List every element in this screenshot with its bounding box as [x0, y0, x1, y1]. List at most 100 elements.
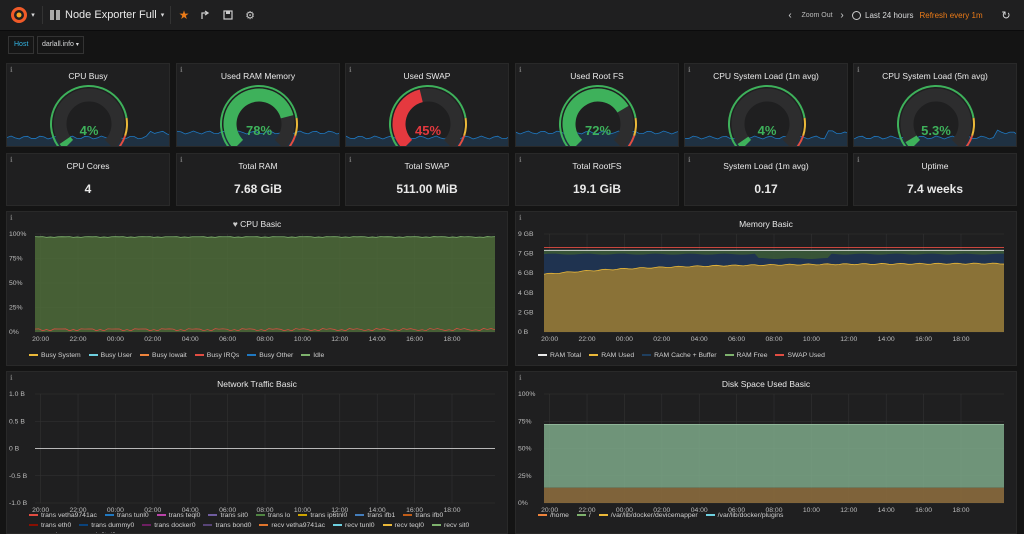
legend-item[interactable]: RAM Total	[538, 351, 581, 361]
legend-item[interactable]: trans lo	[256, 511, 290, 521]
x-tick-label: 20:00	[541, 507, 558, 514]
legend-swatch	[29, 524, 38, 527]
panel-info-icon: ℹ	[10, 157, 13, 164]
legend-item[interactable]: trans teql0	[156, 511, 200, 521]
star-dashboard-button[interactable]: ★	[174, 4, 194, 26]
panel-info-icon: ℹ	[519, 67, 522, 74]
refresh-interval-label: Refresh every 1m	[919, 10, 983, 20]
legend-item[interactable]: trans dummy0	[79, 521, 134, 531]
sparkline-line	[346, 135, 508, 140]
legend-item[interactable]: recv ip6tnl0	[69, 531, 116, 533]
legend-item[interactable]: Busy Other	[247, 351, 293, 361]
legend-item[interactable]: trans ifb0	[403, 511, 443, 521]
stat-title: System Load (1m avg)	[723, 161, 809, 171]
legend-label: SWAP Used	[787, 352, 825, 359]
x-tick-label: 20:00	[541, 336, 558, 343]
grafana-logo-menu[interactable]: ▾	[4, 4, 40, 26]
legend-swatch	[598, 514, 608, 517]
gauge-graphic[interactable]: 45%	[346, 80, 509, 147]
legend-item[interactable]: trans ip6tnl0	[298, 511, 347, 521]
legend-swatch	[301, 354, 311, 357]
chevron-right-icon: ›	[840, 9, 844, 21]
legend-item[interactable]: trans docker0	[142, 521, 195, 531]
legend-item[interactable]: RAM Free	[724, 351, 767, 361]
gauge-graphic[interactable]: 4%	[7, 80, 170, 147]
legend-swatch	[104, 514, 114, 517]
y-tick-label: -1.0 B	[9, 500, 28, 507]
legend-item[interactable]: Idle	[301, 351, 324, 361]
legend-item[interactable]: trans vetha9741ac	[29, 511, 97, 521]
panel-title: Network Traffic Basic	[7, 379, 507, 389]
y-tick-label: 100%	[9, 231, 26, 238]
series-idle-area	[35, 236, 495, 332]
legend-item[interactable]: recv teql0	[382, 521, 424, 531]
panel-info-icon: ℹ	[519, 215, 522, 222]
legend-item[interactable]: trans tunl0	[104, 511, 149, 521]
legend-label: recv tunl0	[345, 522, 375, 529]
panel-info-icon: ℹ	[519, 375, 522, 382]
legend-item[interactable]: recv tunl0	[333, 521, 375, 531]
memory-basic-graph[interactable]: 9 GB 7 GB 6 GB 4 GB 2 GB 0 B 20:00 22:00 00:00 02…	[516, 228, 1016, 353]
x-tick-label: 06:00	[219, 336, 236, 343]
legend-item[interactable]: recv sit0	[431, 521, 469, 531]
gauge-graphic[interactable]: 4%	[685, 80, 848, 147]
time-shift-back-button[interactable]: ‹	[784, 4, 796, 26]
refresh-button[interactable]: ↻	[996, 4, 1016, 26]
stat-title: CPU Cores	[66, 161, 110, 171]
legend-item[interactable]: recv vetha9741ac	[259, 521, 325, 531]
legend-swatch	[642, 354, 652, 357]
zoom-out-button[interactable]: Zoom Out	[798, 4, 836, 26]
legend-item[interactable]: Busy IRQs	[194, 351, 239, 361]
x-tick-label: 22:00	[70, 336, 87, 343]
x-tick-label: 18:00	[443, 336, 460, 343]
sparkline-line	[685, 130, 847, 140]
chevron-down-icon: ▾	[160, 12, 165, 19]
disk-space-graph[interactable]: 100% 75% 50% 25% 0% 20:00 22:00 00:00 02:00 04:00…	[516, 388, 1016, 514]
x-tick-label: 08:00	[256, 507, 273, 514]
legend-item[interactable]: trans bond0	[203, 521, 251, 531]
legend-item[interactable]: RAM Cache + Buffer	[642, 351, 717, 361]
legend-item[interactable]: Busy System	[29, 351, 81, 361]
legend-swatch	[538, 514, 547, 517]
gauge-graphic[interactable]: 5.3%	[854, 80, 1017, 147]
legend-item[interactable]: RAM Used	[589, 351, 634, 361]
gauge-graphic[interactable]: 78%	[177, 80, 340, 147]
x-tick-label: 12:00	[331, 507, 348, 514]
legend-item[interactable]: trans sit0	[208, 511, 248, 521]
panel-info-icon: ℹ	[857, 157, 860, 164]
gauge-title: Used RAM Memory	[220, 71, 296, 81]
legend-item[interactable]: trans eth0	[29, 521, 71, 531]
gauge-value: 78%	[246, 123, 272, 138]
gauge-threshold-warn	[294, 117, 298, 137]
legend-item[interactable]: Busy User	[88, 351, 132, 361]
cpu-basic-title: CPU Basic	[240, 219, 282, 229]
legend-item[interactable]: /var/lib/docker/devicemapper	[598, 511, 698, 521]
share-dashboard-button[interactable]	[196, 4, 216, 26]
cpu-basic-graph[interactable]: 100% 75% 50% 25% 0% 20:00 22:00 00:00 02:00 04:00…	[7, 228, 507, 353]
save-dashboard-button[interactable]	[218, 4, 238, 26]
memory-basic-title: Memory Basic	[739, 219, 793, 229]
x-tick-label: 14:00	[369, 507, 386, 514]
legend-item[interactable]: /var/lib/docker/plugins	[705, 511, 783, 521]
legend-item[interactable]: recv lo	[29, 531, 61, 533]
legend-swatch	[705, 514, 715, 517]
legend-item[interactable]: /home	[538, 511, 569, 521]
legend-swatch	[208, 514, 218, 517]
dashboard-picker[interactable]: Node Exporter Full ▾	[50, 4, 168, 26]
x-tick-label: 00:00	[616, 336, 633, 343]
legend-item[interactable]: /	[576, 511, 591, 521]
gauge-graphic[interactable]: 72%	[516, 80, 679, 147]
time-picker-button[interactable]: Last 24 hours Refresh every 1m	[852, 4, 990, 26]
stat-panel: ℹ Total RootFS 19.1 GiB	[515, 153, 679, 206]
gauge-track	[900, 88, 972, 146]
legend-item[interactable]: trans ifb1	[355, 511, 395, 521]
legend-item[interactable]: Busy Iowait	[140, 351, 187, 361]
network-traffic-graph[interactable]: 1.0 B 0.5 B 0 B -0.5 B -1.0 B 20:00 22:00 00:00…	[7, 388, 507, 514]
settings-button[interactable]: ⚙	[240, 4, 260, 26]
gauge-value: 4%	[80, 123, 99, 138]
gauge-threshold-crit	[457, 135, 466, 146]
legend-label: /var/lib/docker/devicemapper	[610, 512, 698, 519]
time-shift-forward-button[interactable]: ›	[836, 4, 848, 26]
host-variable-select[interactable]: darlall.info ▾	[37, 36, 84, 54]
legend-item[interactable]: SWAP Used	[775, 351, 825, 361]
